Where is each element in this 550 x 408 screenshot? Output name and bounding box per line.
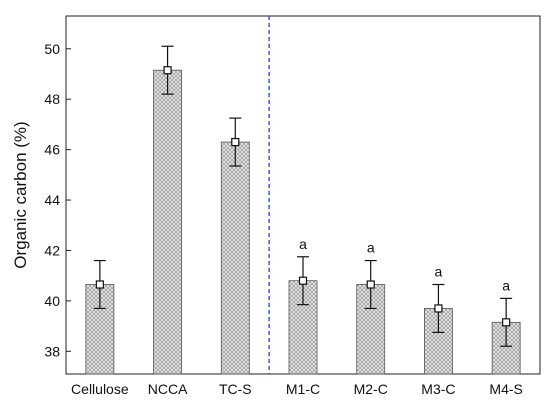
x-tick-label: TC-S [219,381,252,397]
x-tick-label: M4-S [489,381,522,397]
x-tick-label: M2-C [354,381,388,397]
y-tick-label: 48 [44,91,60,107]
significance-label: a [367,240,375,256]
significance-label: a [502,277,510,293]
y-tick-label: 50 [44,41,60,57]
mean-marker [502,318,511,327]
x-tick-label: M3-C [421,381,455,397]
y-axis: 38 40 42 44 46 48 50 [44,41,71,359]
mean-marker [163,66,172,75]
mean-marker [434,304,443,313]
x-tick-label: M1-C [286,381,320,397]
y-tick-label: 42 [44,242,60,258]
x-axis: Cellulose NCCA TC-S M1-C M2-C M3-C M4-S [71,369,523,397]
y-tick-label: 46 [44,142,60,158]
bar [153,69,182,375]
x-tick-label: Cellulose [71,381,129,397]
mean-marker [95,280,104,289]
mean-marker [298,276,308,285]
y-tick-label: 40 [44,293,60,309]
x-tick-label: NCCA [148,381,188,397]
mean-marker [231,137,240,147]
y-tick-label: 44 [44,192,60,208]
y-axis-title: Organic carbon (%) [11,121,30,268]
significance-label: a [435,264,443,280]
mean-marker [366,280,375,289]
y-tick-label: 38 [44,343,60,359]
bars-group: a a a a [85,45,521,375]
bar [220,141,250,375]
significance-label: a [299,236,307,252]
